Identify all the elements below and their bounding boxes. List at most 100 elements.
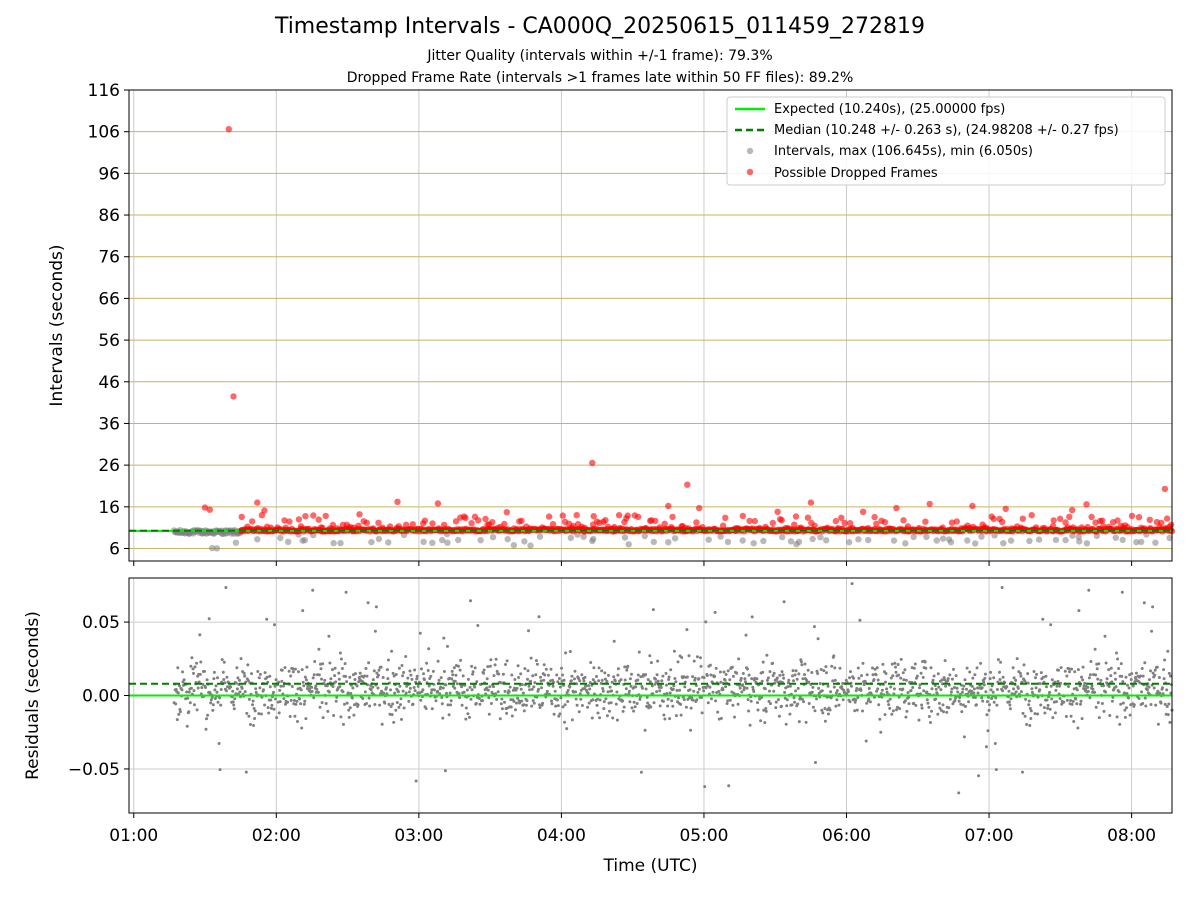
dropped-frame-point	[549, 521, 557, 528]
residual-point	[822, 669, 826, 673]
residual-point	[960, 710, 964, 714]
dropped-frame-point	[1114, 517, 1121, 524]
residual-point	[559, 696, 563, 700]
residual-point	[644, 673, 648, 677]
residual-point	[518, 701, 522, 705]
legend-median-label: Median (10.248 +/- 0.263 s), (24.98208 +…	[774, 123, 1119, 138]
residual-point	[994, 696, 998, 700]
residual-point	[1009, 697, 1013, 701]
residual-point	[1027, 699, 1031, 703]
residual-point	[252, 707, 256, 710]
residual-point	[1055, 684, 1059, 688]
residual-point	[906, 691, 910, 695]
residual-point	[714, 666, 718, 670]
residual-point	[868, 700, 872, 704]
residual-point	[956, 690, 960, 694]
residual-point	[1168, 720, 1172, 724]
residual-point	[1045, 698, 1049, 702]
residual-point	[533, 681, 537, 685]
residual-point	[395, 701, 399, 704]
residual-point	[478, 702, 482, 706]
residual-point	[582, 679, 586, 683]
dropped-frame-point	[797, 524, 805, 531]
residual-point	[1115, 651, 1118, 655]
residual-point	[903, 668, 907, 672]
residual-point	[1120, 674, 1124, 678]
interval-point	[945, 536, 953, 543]
residual-point	[279, 684, 283, 688]
residual-point	[311, 588, 315, 592]
residual-point	[508, 685, 512, 689]
legend: Expected (10.240s), (25.00000 fps) Median…	[726, 96, 1166, 186]
residual-point	[740, 690, 744, 694]
interval-point	[1138, 538, 1145, 546]
residual-point	[529, 679, 533, 683]
residual-point	[1001, 689, 1005, 693]
residual-point	[811, 685, 815, 689]
residual-point	[446, 703, 450, 707]
residual-point	[488, 664, 492, 668]
residual-point	[1050, 678, 1054, 682]
interval-point	[787, 538, 795, 545]
residual-point	[277, 711, 281, 715]
residual-point	[527, 684, 531, 688]
residual-point	[819, 668, 823, 671]
residual-point	[612, 639, 616, 643]
residual-point	[1167, 702, 1171, 706]
dropped-frame-point	[1041, 524, 1048, 532]
residual-point	[1068, 670, 1071, 674]
residual-point	[497, 672, 501, 676]
residual-point	[936, 712, 940, 716]
residual-point	[390, 649, 394, 653]
residual-point	[1099, 678, 1103, 682]
residual-point	[361, 697, 365, 700]
residual-point	[231, 689, 235, 693]
residual-point	[570, 674, 574, 678]
dropped-frame-point	[482, 515, 489, 523]
residual-point	[394, 708, 398, 712]
residual-point	[1081, 665, 1085, 669]
dropped-frame-point	[581, 524, 588, 532]
residual-point	[948, 673, 952, 677]
residual-point	[437, 678, 441, 682]
residual-point	[476, 624, 480, 627]
residual-point	[993, 742, 997, 745]
residual-point	[728, 698, 732, 702]
residual-point	[1094, 705, 1098, 709]
residual-point	[946, 677, 950, 681]
residual-point	[516, 664, 520, 668]
residual-point	[1113, 671, 1117, 675]
interval-point	[254, 536, 261, 543]
residual-point	[920, 706, 924, 710]
residual-point	[667, 675, 671, 679]
dropped-frame-point	[589, 459, 596, 467]
residual-point	[774, 706, 778, 710]
residual-point	[369, 688, 373, 692]
residual-point	[319, 667, 323, 671]
residual-point	[947, 706, 951, 710]
residual-point	[1100, 702, 1104, 705]
residual-point	[830, 664, 834, 668]
interval-point	[477, 537, 484, 544]
residual-point	[353, 678, 357, 681]
residual-point	[662, 713, 666, 717]
residual-point	[876, 687, 880, 691]
residual-point	[1119, 662, 1123, 666]
residual-point	[280, 668, 284, 672]
residual-point	[718, 670, 722, 674]
residual-point	[937, 701, 941, 705]
x-tick-label: 06:00	[822, 826, 871, 846]
residual-point	[525, 699, 529, 703]
residual-point	[291, 670, 295, 674]
residual-point	[586, 691, 590, 695]
residual-point	[1134, 671, 1138, 675]
residual-point	[1126, 683, 1129, 687]
residual-point	[692, 659, 696, 663]
residual-point	[615, 690, 619, 694]
residual-point	[827, 712, 830, 716]
residual-point	[1157, 676, 1161, 679]
residual-point	[1081, 678, 1085, 682]
y-tick-label: 66	[98, 289, 120, 309]
residual-point	[351, 686, 355, 690]
residual-point	[1152, 686, 1156, 690]
